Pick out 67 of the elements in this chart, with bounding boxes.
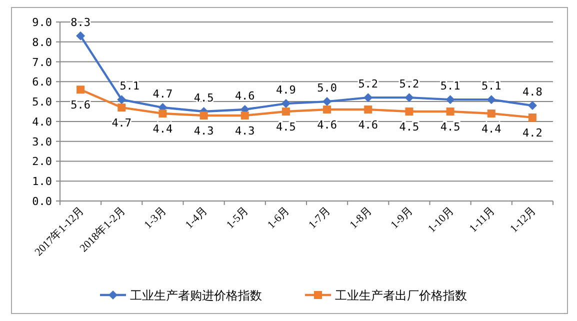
point [486, 95, 496, 104]
data-label: 4.5 [399, 120, 420, 134]
y-tick-label: 8.0 [32, 36, 52, 49]
point [322, 97, 332, 106]
point [528, 113, 536, 122]
point [405, 108, 414, 116]
legend-label: 工业生产者购进价格指数 [130, 288, 262, 302]
x-tick-label: 1-10月 [426, 204, 456, 236]
point [117, 95, 126, 104]
data-label: 5.6 [70, 98, 90, 112]
data-label: 4.8 [522, 86, 542, 99]
data-label: 5.2 [358, 78, 378, 91]
point [200, 111, 208, 120]
point [240, 111, 249, 120]
x-tick-label: 1-11月 [467, 204, 498, 235]
point [118, 104, 126, 112]
data-label: 4.9 [276, 84, 296, 97]
data-label: 4.7 [112, 116, 132, 130]
data-label: 4.6 [317, 118, 337, 132]
y-tick-label: 5.0 [32, 96, 52, 109]
point [323, 106, 332, 114]
y-tick-label: 1.0 [32, 175, 52, 188]
point [487, 109, 496, 118]
point [282, 108, 290, 116]
x-tick-label: 1-12月 [508, 204, 539, 236]
point [76, 86, 85, 94]
data-label: 4.5 [440, 120, 460, 134]
y-tick-label: 9.0 [32, 16, 52, 29]
point [158, 109, 167, 118]
x-tick-label: 1-8月 [348, 204, 374, 232]
data-label: 4.5 [276, 120, 296, 134]
data-label: 8.3 [70, 16, 90, 29]
data-label: 4.6 [234, 90, 255, 103]
y-tick-label: 0.0 [32, 195, 52, 208]
x-tick-label: 1-6月 [265, 204, 292, 232]
point [446, 108, 454, 116]
point [404, 93, 414, 102]
x-tick-label: 1-4月 [183, 204, 210, 232]
data-label: 5.1 [440, 80, 460, 93]
data-label: 4.3 [194, 124, 214, 138]
point [528, 101, 537, 110]
point [446, 95, 455, 104]
data-label: 4.4 [152, 122, 174, 136]
data-label: 4.3 [234, 124, 255, 138]
data-label: 5.1 [120, 80, 140, 93]
legend-label: 工业生产者出厂价格指数 [335, 288, 467, 302]
data-label: 4.5 [194, 92, 214, 104]
y-tick-label: 2.0 [32, 155, 52, 168]
y-tick-label: 4.0 [32, 115, 52, 128]
data-label: 5.2 [399, 78, 420, 91]
data-label: 4.4 [481, 122, 502, 136]
data-label: 5.1 [481, 80, 502, 93]
y-tick-label: 3.0 [32, 135, 52, 148]
y-tick-label: 7.0 [32, 56, 52, 69]
data-label: 4.6 [358, 118, 378, 132]
data-label: 5.0 [317, 82, 337, 95]
x-tick-label: 1-3月 [142, 204, 169, 232]
point [76, 31, 86, 40]
point [364, 106, 372, 114]
data-label: 4.2 [522, 126, 542, 140]
x-tick-label: 1-7月 [306, 204, 334, 232]
x-tick-label: 1-5月 [224, 204, 251, 232]
point [364, 93, 373, 102]
data-label: 4.7 [152, 88, 173, 101]
point [281, 99, 290, 108]
x-tick-label: 1-9月 [388, 204, 416, 232]
y-tick-label: 6.0 [32, 76, 52, 89]
